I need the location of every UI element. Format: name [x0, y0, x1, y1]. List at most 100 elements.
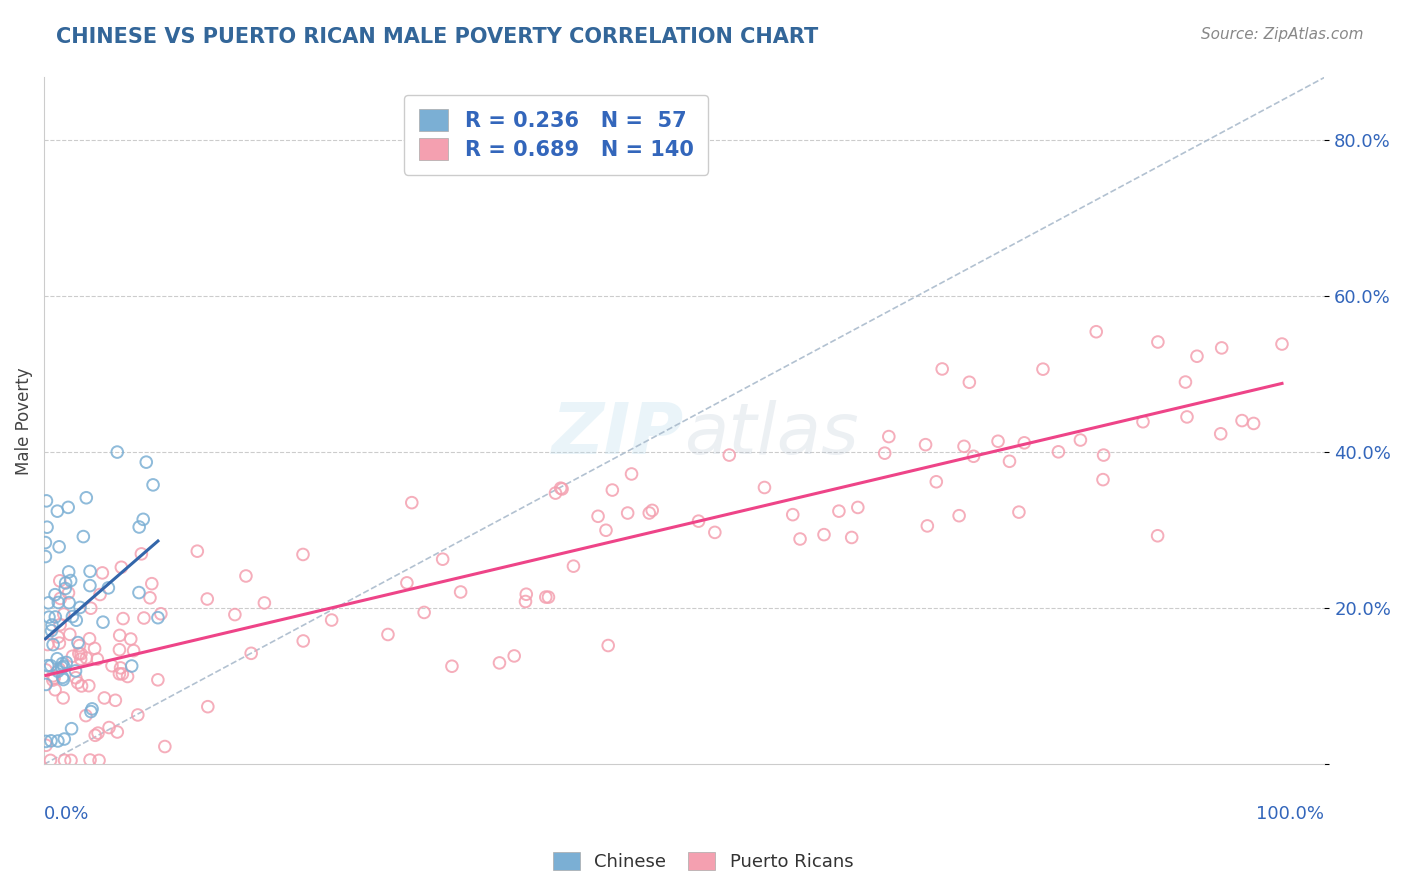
- Point: [925, 475, 948, 489]
- Point: [291, 548, 314, 562]
- Point: [67, 647, 90, 661]
- Point: [46, 504, 69, 518]
- Point: [72, 530, 94, 544]
- Point: [52, 659, 75, 673]
- Point: [52, 690, 75, 705]
- Point: [58, 586, 80, 600]
- Point: [62, 649, 84, 664]
- Point: [620, 467, 643, 481]
- Point: [35, 677, 58, 691]
- Point: [1209, 426, 1232, 441]
- Point: [62, 609, 84, 624]
- Point: [49, 591, 72, 606]
- Point: [65, 671, 87, 685]
- Point: [35, 494, 58, 508]
- Point: [117, 669, 139, 683]
- Point: [782, 508, 804, 522]
- Point: [135, 455, 157, 469]
- Point: [55, 656, 77, 670]
- Point: [1147, 334, 1170, 349]
- Point: [105, 725, 128, 739]
- Point: [515, 587, 537, 601]
- Point: [35, 734, 58, 748]
- Point: [110, 560, 132, 574]
- Point: [39, 734, 62, 748]
- Point: [141, 576, 163, 591]
- Point: [1175, 409, 1198, 424]
- Point: [34, 549, 56, 564]
- Legend: R = 0.236   N =  57, R = 0.689   N = 140: R = 0.236 N = 57, R = 0.689 N = 140: [405, 95, 709, 175]
- Point: [46, 595, 69, 609]
- Point: [44, 682, 66, 697]
- Point: [122, 643, 145, 657]
- Point: [35, 663, 58, 677]
- Y-axis label: Male Poverty: Male Poverty: [15, 367, 32, 475]
- Point: [128, 585, 150, 599]
- Point: [432, 552, 454, 566]
- Point: [948, 508, 970, 523]
- Point: [38, 610, 60, 624]
- Legend: Chinese, Puerto Ricans: Chinese, Puerto Ricans: [546, 845, 860, 879]
- Point: [846, 500, 869, 515]
- Point: [79, 564, 101, 578]
- Point: [841, 531, 863, 545]
- Point: [703, 525, 725, 540]
- Point: [37, 596, 59, 610]
- Point: [1032, 362, 1054, 376]
- Point: [186, 544, 208, 558]
- Point: [450, 585, 472, 599]
- Point: [65, 613, 87, 627]
- Point: [60, 753, 83, 767]
- Point: [59, 574, 82, 588]
- Point: [395, 575, 418, 590]
- Point: [87, 726, 110, 740]
- Point: [110, 661, 132, 675]
- Point: [1092, 448, 1115, 462]
- Point: [149, 607, 172, 621]
- Point: [39, 658, 62, 673]
- Point: [56, 500, 79, 515]
- Point: [146, 673, 169, 687]
- Point: [813, 527, 835, 541]
- Point: [998, 454, 1021, 468]
- Point: [55, 576, 77, 591]
- Point: [75, 651, 97, 665]
- Point: [877, 429, 900, 443]
- Point: [34, 535, 56, 549]
- Point: [46, 651, 69, 665]
- Point: [87, 753, 110, 767]
- Point: [515, 594, 537, 608]
- Point: [79, 632, 101, 646]
- Text: Source: ZipAtlas.com: Source: ZipAtlas.com: [1201, 27, 1364, 42]
- Point: [1047, 445, 1070, 459]
- Point: [37, 638, 59, 652]
- Point: [52, 670, 75, 684]
- Point: [1185, 349, 1208, 363]
- Point: [1069, 433, 1091, 447]
- Point: [48, 540, 70, 554]
- Point: [46, 734, 69, 748]
- Point: [1174, 375, 1197, 389]
- Text: 0.0%: 0.0%: [44, 805, 90, 823]
- Point: [91, 615, 114, 629]
- Point: [688, 514, 710, 528]
- Point: [914, 437, 936, 451]
- Point: [80, 601, 103, 615]
- Point: [1085, 325, 1108, 339]
- Point: [413, 606, 436, 620]
- Point: [35, 739, 58, 753]
- Point: [41, 618, 63, 632]
- Point: [957, 376, 980, 390]
- Point: [321, 613, 343, 627]
- Point: [104, 693, 127, 707]
- Point: [46, 665, 69, 679]
- Point: [39, 753, 62, 767]
- Point: [931, 362, 953, 376]
- Point: [69, 652, 91, 666]
- Point: [111, 666, 134, 681]
- Point: [616, 506, 638, 520]
- Point: [108, 666, 131, 681]
- Point: [53, 732, 76, 747]
- Point: [93, 690, 115, 705]
- Point: [86, 652, 108, 666]
